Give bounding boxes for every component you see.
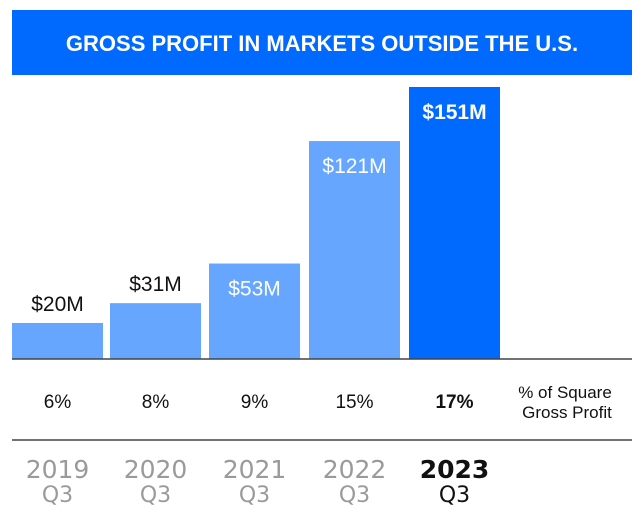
x-tick-year: 2021 <box>223 455 287 484</box>
percent-label: 6% <box>44 392 72 413</box>
bar-value-label: $121M <box>322 155 386 178</box>
title-banner <box>12 10 632 75</box>
percent-label: 15% <box>335 392 373 413</box>
x-tick-year: 2019 <box>26 455 90 484</box>
bar-2023 <box>409 87 500 359</box>
x-tick-quarter: Q3 <box>140 483 171 508</box>
bar-value-label: $53M <box>228 278 281 301</box>
bar-2020 <box>110 303 201 359</box>
bar-value-label: $151M <box>422 101 486 124</box>
bar-value-label: $20M <box>31 293 84 316</box>
x-tick-year: 2020 <box>124 455 188 484</box>
bar-2019 <box>12 322 103 359</box>
x-tick-quarter: Q3 <box>439 483 470 508</box>
bar-2022 <box>309 141 400 359</box>
percent-label: 8% <box>142 392 170 413</box>
x-tick-quarter: Q3 <box>42 483 73 508</box>
x-tick-quarter: Q3 <box>239 483 270 508</box>
chart-title: GROSS PROFIT IN MARKETS OUTSIDE THE U.S. <box>66 31 578 56</box>
bar-value-label: $31M <box>129 273 182 296</box>
percent-row-label-line2: Gross Profit <box>522 403 612 422</box>
bar-2021 <box>209 263 300 359</box>
x-tick-year: 2022 <box>323 455 387 484</box>
percent-label: 17% <box>435 392 473 413</box>
x-tick-year: 2023 <box>420 455 490 484</box>
percent-label: 9% <box>241 392 269 413</box>
percent-row-label-line1: % of Square <box>518 383 612 402</box>
x-tick-quarter: Q3 <box>339 483 370 508</box>
